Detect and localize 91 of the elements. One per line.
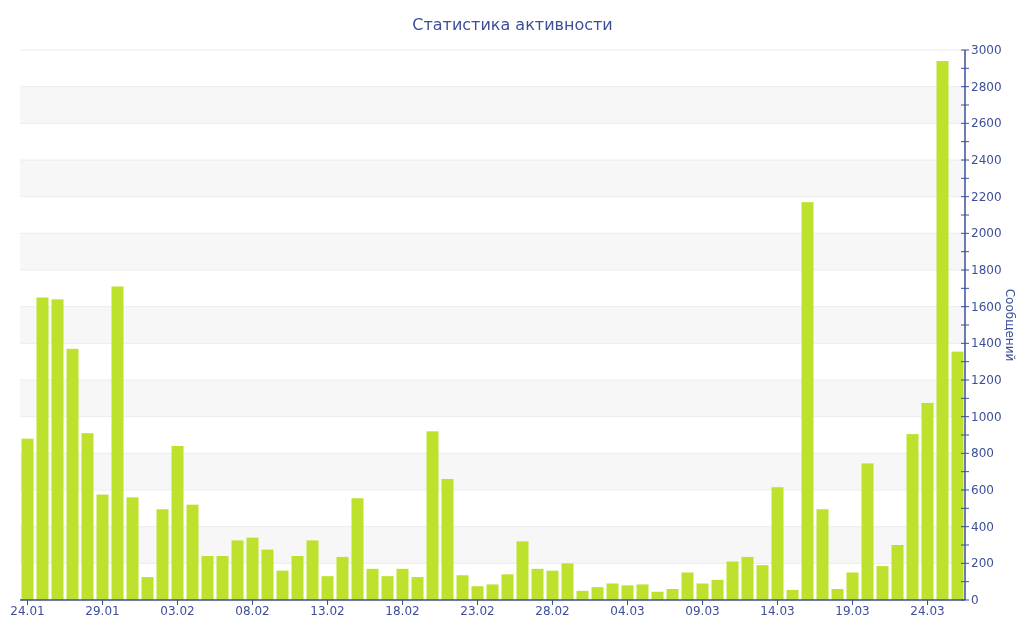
bar xyxy=(756,565,769,600)
bar xyxy=(426,431,439,600)
bar xyxy=(246,537,259,600)
bar xyxy=(201,556,214,600)
bar xyxy=(411,577,424,600)
x-tick-label: 24.01 xyxy=(10,604,45,618)
bar xyxy=(771,487,784,600)
bar xyxy=(276,570,289,600)
y-tick-label: 3000 xyxy=(971,43,1002,57)
y-tick-label: 400 xyxy=(971,519,994,534)
bar xyxy=(816,509,829,600)
y-tick-label: 0 xyxy=(971,593,979,607)
bar xyxy=(726,561,739,600)
x-tick-label: 03.02 xyxy=(160,604,195,618)
x-tick-label: 28.02 xyxy=(535,604,570,618)
x-tick-label: 19.03 xyxy=(835,604,870,618)
x-tick-label: 18.02 xyxy=(385,604,420,618)
bar xyxy=(621,585,634,600)
y-tick-label: 1800 xyxy=(971,263,1002,277)
bar xyxy=(366,568,379,600)
bar xyxy=(216,556,229,600)
y-tick-label: 1400 xyxy=(971,336,1002,351)
bar xyxy=(921,402,934,600)
y-tick-label: 2400 xyxy=(971,153,1002,167)
y-tick-label: 2600 xyxy=(971,116,1002,131)
bar xyxy=(846,572,859,600)
y-tick-label: 1000 xyxy=(971,409,1002,424)
bar xyxy=(171,446,184,600)
bar xyxy=(891,545,904,600)
bar xyxy=(636,584,649,600)
bar xyxy=(606,583,619,600)
y-tick-label: 200 xyxy=(971,556,994,571)
bar xyxy=(96,494,109,600)
bar xyxy=(456,575,469,600)
bar xyxy=(861,463,874,600)
bar xyxy=(546,570,559,600)
bar xyxy=(531,568,544,600)
chart-title: Статистика активности xyxy=(412,15,613,34)
bar xyxy=(591,587,604,600)
bar xyxy=(261,549,274,600)
bar xyxy=(381,576,394,600)
y-axis-title: Сообщений xyxy=(1003,288,1017,362)
y-tick-label: 1600 xyxy=(971,299,1002,314)
bar xyxy=(396,568,409,600)
bar xyxy=(681,572,694,600)
bar xyxy=(471,586,484,600)
bar xyxy=(696,583,709,600)
bar xyxy=(66,348,79,600)
x-tick-label: 04.03 xyxy=(610,604,645,618)
y-tick-label: 2200 xyxy=(971,189,1002,204)
y-tick-label: 2800 xyxy=(971,79,1002,94)
bar xyxy=(486,584,499,600)
bar xyxy=(516,541,529,600)
bar xyxy=(81,433,94,600)
bar xyxy=(291,556,304,600)
y-tick-label: 1200 xyxy=(971,373,1002,387)
bar xyxy=(156,509,169,600)
bar xyxy=(441,479,454,600)
y-tick-label: 2000 xyxy=(971,226,1002,241)
bar xyxy=(561,563,574,600)
bar xyxy=(51,299,64,600)
bar xyxy=(21,438,34,600)
bar xyxy=(111,286,124,600)
x-tick-label: 24.03 xyxy=(910,604,945,618)
bar xyxy=(741,556,754,600)
bar xyxy=(36,297,49,600)
bar xyxy=(666,589,679,600)
x-tick-label: 23.02 xyxy=(460,604,495,618)
bar xyxy=(876,566,889,600)
bar xyxy=(351,498,364,600)
y-tick-label: 800 xyxy=(971,446,994,461)
bar xyxy=(501,574,514,600)
bar xyxy=(336,556,349,600)
bar xyxy=(951,351,964,600)
x-tick-label: 14.03 xyxy=(760,604,795,618)
bar xyxy=(801,202,814,600)
y-tick-label: 600 xyxy=(971,483,994,497)
x-tick-label: 08.02 xyxy=(235,604,270,618)
x-tick-label: 09.03 xyxy=(685,604,720,618)
bar xyxy=(126,497,139,600)
bar xyxy=(141,577,154,600)
bar xyxy=(906,434,919,600)
bar xyxy=(186,504,199,600)
bar xyxy=(306,540,319,600)
bar xyxy=(231,540,244,600)
bar xyxy=(936,61,949,600)
bar xyxy=(321,576,334,600)
bar xyxy=(711,579,724,600)
bar xyxy=(831,589,844,600)
x-tick-label: 29.01 xyxy=(85,604,120,618)
x-tick-label: 13.02 xyxy=(310,604,345,618)
